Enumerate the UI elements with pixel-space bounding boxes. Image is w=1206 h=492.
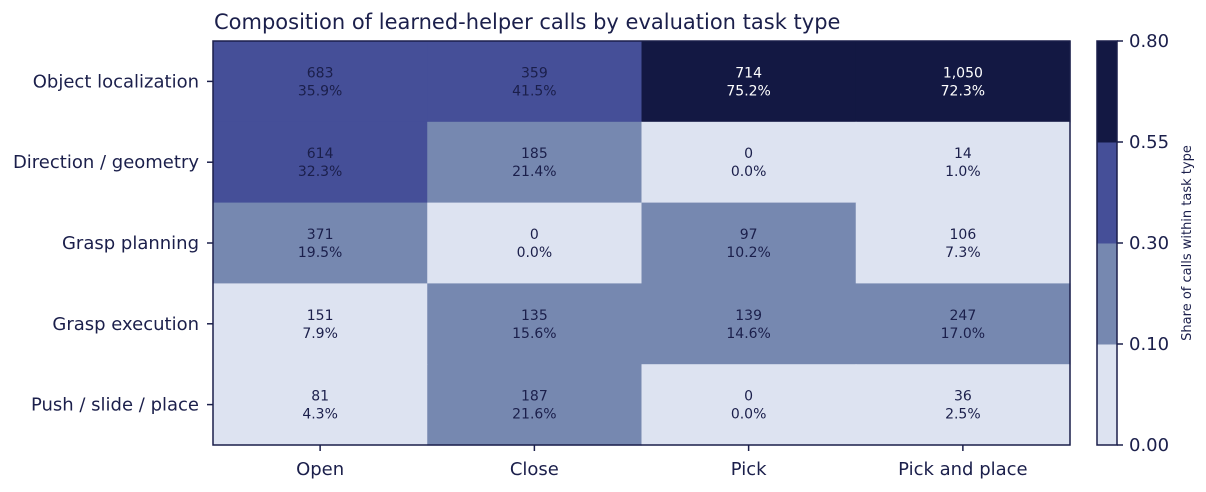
- cell-count-label: 106: [950, 227, 977, 243]
- cell-percent-label: 15.6%: [512, 326, 556, 342]
- heatmap-cell: [213, 41, 428, 123]
- heatmap-cell: [213, 364, 428, 446]
- heatmap-cell: [427, 202, 643, 284]
- cell-count-label: 97: [740, 227, 758, 243]
- heatmap-cell: [855, 364, 1071, 446]
- x-tick-label: Open: [296, 459, 344, 480]
- cell-percent-label: 19.5%: [298, 245, 342, 261]
- cell-percent-label: 10.2%: [726, 245, 770, 261]
- cell-percent-label: 75.2%: [726, 83, 770, 99]
- cell-percent-label: 21.6%: [512, 407, 556, 423]
- x-tick-label: Pick and place: [898, 459, 1028, 480]
- cell-labels: 683 35.9% 359 41.5% 714 75.2% 1,050 72.3% 614 32.…: [298, 65, 985, 422]
- colorbar-tick-label: 0.00: [1129, 435, 1169, 456]
- cell-count-label: 683: [307, 65, 334, 81]
- cell-count-label: 247: [950, 308, 977, 324]
- cell-percent-label: 32.3%: [298, 164, 342, 180]
- cell-count-label: 135: [521, 308, 548, 324]
- cell-percent-label: 1.0%: [945, 164, 981, 180]
- heatmap-cell: [641, 283, 857, 365]
- heatmap-cell: [641, 121, 857, 204]
- cell-percent-label: 72.3%: [941, 83, 985, 99]
- y-tick-label: Object localization: [33, 71, 199, 92]
- cell-percent-label: 2.5%: [945, 407, 981, 423]
- cell-count-label: 0: [744, 146, 753, 162]
- cell-count-label: 81: [311, 389, 329, 405]
- cell-count-label: 371: [307, 227, 334, 243]
- y-tick-label: Direction / geometry: [13, 152, 199, 173]
- cell-percent-label: 41.5%: [512, 83, 556, 99]
- y-tick-label: Grasp execution: [52, 314, 199, 335]
- cell-percent-label: 7.3%: [945, 245, 981, 261]
- heatmap-cell: [213, 121, 428, 204]
- colorbar-tick-label: 0.30: [1129, 233, 1169, 254]
- heatmap-cell: [855, 283, 1071, 365]
- cell-count-label: 187: [521, 389, 548, 405]
- cell-percent-label: 35.9%: [298, 83, 342, 99]
- heatmap-cells: [213, 41, 1071, 446]
- cell-percent-label: 21.4%: [512, 164, 556, 180]
- x-tick-label: Pick: [731, 459, 767, 480]
- colorbar-segment: [1097, 344, 1117, 446]
- heatmap-cell: [641, 202, 857, 284]
- x-axis: Open Close Pick Pick and place: [296, 445, 1028, 480]
- colorbar-segment: [1097, 142, 1117, 244]
- cell-count-label: 0: [530, 227, 539, 243]
- colorbar-segment: [1097, 41, 1117, 143]
- cell-count-label: 36: [954, 389, 972, 405]
- cell-percent-label: 0.0%: [731, 164, 767, 180]
- cell-percent-label: 17.0%: [941, 326, 985, 342]
- y-axis: Object localization Direction / geometry G…: [13, 71, 213, 416]
- heatmap-cell: [427, 364, 643, 446]
- cell-count-label: 151: [307, 308, 334, 324]
- colorbar: 0.00 0.10 0.30 0.55 0.80: [1096, 31, 1169, 456]
- heatmap-cell: [855, 41, 1071, 123]
- y-tick-label: Push / slide / place: [31, 395, 199, 416]
- colorbar-tick-label: 0.55: [1129, 132, 1169, 153]
- heatmap-cell: [641, 364, 857, 446]
- cell-percent-label: 4.3%: [302, 407, 338, 423]
- heatmap-cell: [427, 283, 643, 365]
- cell-count-label: 614: [307, 146, 334, 162]
- heatmap-cell: [213, 283, 428, 365]
- x-tick-label: Close: [510, 459, 559, 480]
- cell-percent-label: 0.0%: [517, 245, 553, 261]
- cell-count-label: 359: [521, 65, 548, 81]
- heatmap-cell: [213, 202, 428, 284]
- cell-count-label: 14: [954, 146, 972, 162]
- colorbar-label: Share of calls within task type: [1180, 145, 1195, 341]
- cell-count-label: 714: [735, 65, 762, 81]
- cell-count-label: 139: [735, 308, 762, 324]
- heatmap-cell: [641, 41, 857, 123]
- heatmap-cell: [855, 202, 1071, 284]
- heatmap-cell: [427, 41, 643, 123]
- heatmap-cell: [427, 121, 643, 204]
- cell-count-label: 1,050: [943, 65, 983, 81]
- y-tick-label: Grasp planning: [62, 233, 199, 254]
- colorbar-tick-label: 0.80: [1129, 31, 1169, 52]
- cell-count-label: 0: [744, 389, 753, 405]
- cell-count-label: 185: [521, 146, 548, 162]
- colorbar-segment: [1097, 243, 1117, 345]
- cell-percent-label: 14.6%: [726, 326, 770, 342]
- chart-title: Composition of learned-helper calls by e…: [214, 10, 840, 34]
- colorbar-tick-label: 0.10: [1129, 334, 1169, 355]
- heatmap-cell: [855, 121, 1071, 204]
- cell-percent-label: 0.0%: [731, 407, 767, 423]
- cell-percent-label: 7.9%: [302, 326, 338, 342]
